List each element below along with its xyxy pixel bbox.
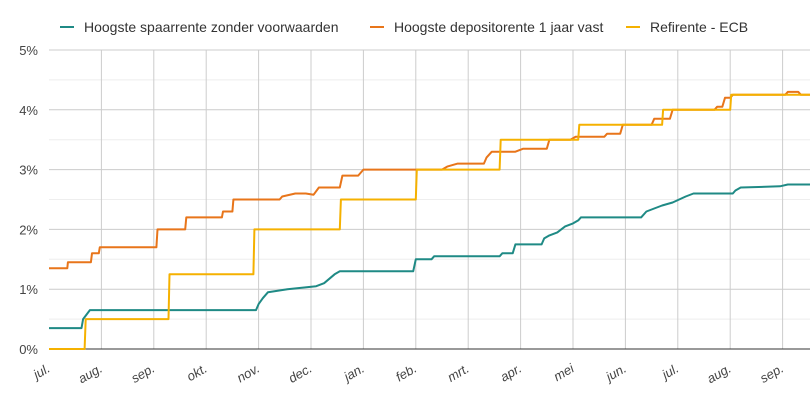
x-tick-label: sep. [129,361,158,386]
y-tick-label: 0% [19,342,38,357]
series-lines [49,90,810,350]
x-tick-label: jul. [29,361,53,383]
x-axis-ticks: jul. aug. sep. okt. nov. dec. jan. feb. mrt. apr.… [29,360,786,386]
series-line [49,93,810,350]
x-tick-label: nov. [234,361,262,386]
x-tick-label: aug. [704,361,733,387]
y-tick-label: 2% [19,222,38,237]
x-tick-label: feb. [393,361,419,385]
x-tick-label: okt. [184,361,210,384]
x-tick-label: dec. [286,361,315,386]
x-tick-label: apr. [498,361,524,385]
x-tick-label: aug. [75,361,104,387]
x-tick-label: mrt. [445,361,472,385]
legend-label: Hoogste spaarrente zonder voorwaarden [84,19,339,35]
x-tick-label: jun. [602,361,629,385]
series-line [49,90,810,270]
x-tick-label: sep. [757,361,786,386]
y-tick-label: 4% [19,103,38,118]
legend-label: Refirente - ECB [650,19,748,35]
y-tick-label: 3% [19,163,38,178]
y-tick-label: 5% [19,43,38,58]
legend: Hoogste spaarrente zonder voorwaarden Hoo… [60,19,748,35]
legend-label: Hoogste depositorente 1 jaar vast [394,19,603,35]
y-tick-label: 1% [19,282,38,297]
grid-lines [49,49,810,350]
x-tick-label: mei [551,360,578,384]
x-tick-label: jul. [658,361,682,383]
y-axis-ticks: 0% 1% 2% 3% 4% 5% [19,43,38,357]
series-line [49,183,810,330]
x-tick-label: jan. [340,361,367,385]
